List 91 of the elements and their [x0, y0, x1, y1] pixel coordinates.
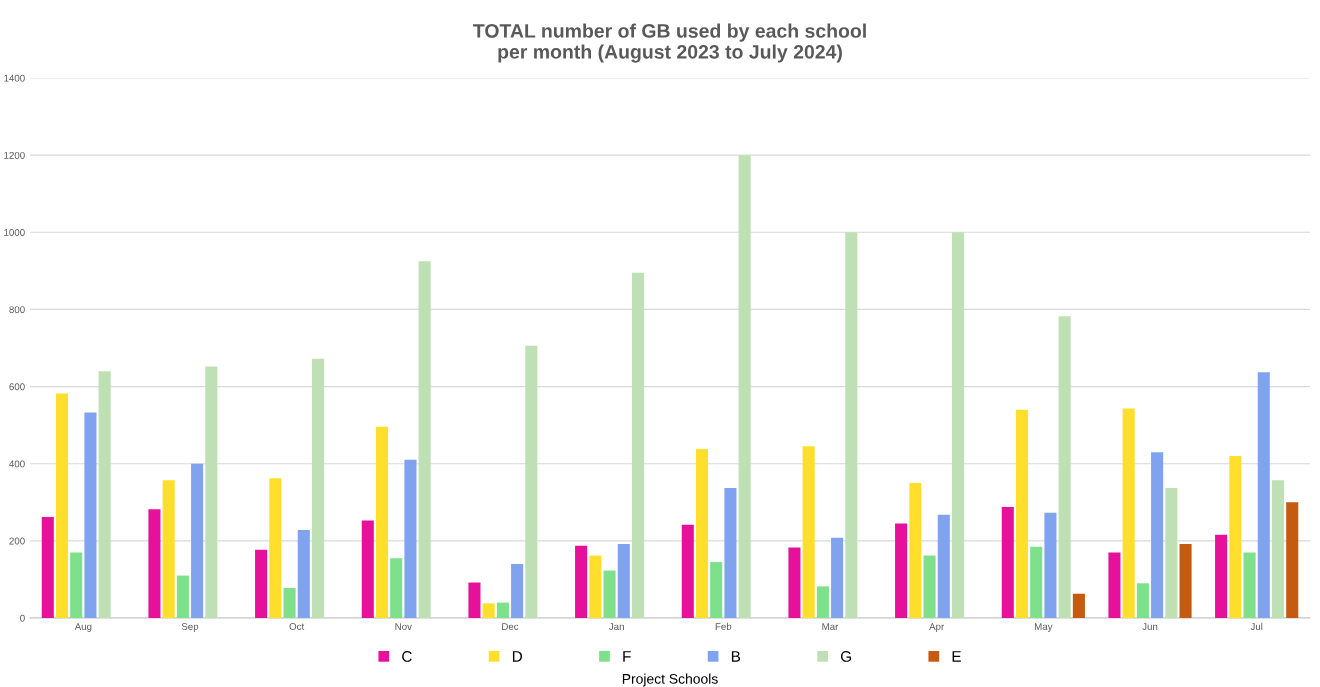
bar [617, 543, 630, 618]
bar [482, 603, 495, 618]
bar [1030, 546, 1043, 618]
bar [55, 393, 69, 618]
y-tick-label: 1400 [4, 74, 25, 82]
bar [205, 366, 218, 618]
legend-label: D [512, 651, 522, 662]
bar [418, 261, 431, 618]
y-tick-label: 400 [9, 460, 25, 468]
legend-label: E [952, 651, 961, 662]
legend-label: G [840, 651, 851, 662]
x-tick-label: Mar [822, 623, 839, 630]
bar [1257, 372, 1270, 618]
bar [738, 155, 751, 618]
x-tick-label: Sep [181, 623, 199, 632]
y-tick-label: 200 [9, 537, 25, 545]
legend-label: F [623, 651, 631, 662]
bar [361, 520, 374, 618]
bar [468, 582, 481, 618]
y-tick-label: 800 [9, 306, 25, 314]
bar [1271, 480, 1285, 618]
bar [283, 587, 296, 618]
bar [41, 516, 54, 618]
bar [84, 412, 97, 618]
bar [148, 509, 161, 618]
bar [1165, 488, 1178, 618]
x-tick-label: Nov [395, 623, 412, 630]
x-tick-label: Dec [502, 623, 519, 630]
bar [1229, 456, 1242, 618]
bar [589, 555, 602, 618]
bar [923, 555, 936, 618]
bar [1286, 502, 1299, 618]
bar [724, 488, 737, 618]
bar [191, 463, 204, 618]
bar [909, 483, 922, 618]
x-tick-label: Jun [1142, 623, 1158, 630]
bar [895, 523, 908, 618]
bar [802, 446, 815, 618]
bar [1243, 552, 1256, 618]
bar [311, 358, 325, 618]
bar [511, 564, 524, 618]
x-tick-label: Jul [1250, 622, 1263, 630]
bar [695, 449, 709, 618]
bar [496, 602, 509, 618]
bar [951, 232, 965, 618]
bar [1058, 316, 1071, 618]
bar [1044, 512, 1057, 618]
bar [1072, 593, 1085, 618]
bar [1179, 543, 1192, 618]
bar [390, 558, 403, 618]
bar [603, 570, 616, 618]
bar [831, 537, 844, 618]
bar [255, 549, 268, 618]
bar [710, 562, 723, 618]
bar [70, 552, 83, 618]
bar [98, 371, 111, 618]
bar [937, 514, 950, 618]
x-tick-label: Apr [929, 623, 945, 632]
bar [269, 478, 282, 618]
bar [297, 530, 310, 618]
bar [1001, 506, 1014, 618]
x-tick-label: Aug [74, 623, 92, 632]
x-tick-label: May [1034, 623, 1053, 632]
y-tick-label: 0 [20, 614, 25, 622]
x-tick-label: Feb [715, 622, 732, 630]
y-tick-label: 600 [9, 383, 25, 391]
bar [1122, 408, 1135, 618]
bar [525, 345, 538, 618]
bar [375, 426, 389, 618]
bar [845, 232, 858, 618]
bar [404, 459, 417, 618]
bar [681, 524, 694, 618]
bar [162, 480, 175, 618]
legend-label: B [731, 651, 741, 662]
x-axis-title: Project Schools [622, 673, 718, 687]
bar [1136, 583, 1149, 618]
bar [1215, 534, 1228, 618]
bar [575, 545, 588, 618]
legend-label: C [402, 651, 412, 662]
y-tick-label: 1200 [4, 151, 25, 159]
bar [1108, 552, 1121, 618]
bar [631, 272, 645, 618]
bar [1151, 452, 1164, 618]
x-tick-label: Oct [289, 623, 305, 630]
y-tick-label: 1000 [4, 229, 25, 236]
bar [176, 575, 189, 618]
chart-title: TOTAL number of GB used by each school per month (August 2023 to July 2024) [473, 23, 866, 63]
bar [816, 586, 829, 618]
x-tick-label: Jan [608, 623, 624, 630]
bar [788, 547, 801, 618]
bar [1015, 409, 1029, 618]
